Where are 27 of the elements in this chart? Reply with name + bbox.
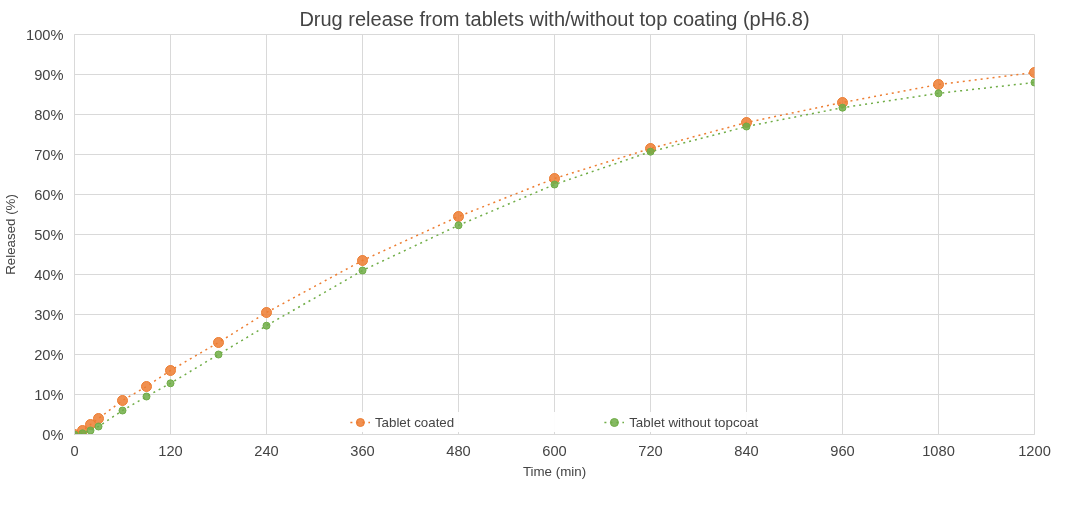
y-tick-label: 20% (34, 346, 64, 363)
y-tick-label: 80% (34, 106, 64, 123)
x-tick-label: 120 (158, 442, 183, 459)
y-tick-label: 90% (34, 66, 64, 83)
y-tick-label: 30% (34, 306, 64, 323)
y-tick-label: 40% (34, 266, 64, 283)
legend-label: Tablet without topcoat (629, 414, 759, 430)
legend-label: Tablet coated (374, 414, 455, 430)
x-tick-label: 480 (446, 442, 471, 459)
y-axis-title: Released (%) (3, 194, 19, 275)
y-tick-label: 0% (42, 426, 64, 443)
x-tick-label: 1080 (922, 442, 955, 459)
x-tick-label: 600 (542, 442, 567, 459)
x-axis-title: Time (min) (522, 463, 587, 479)
y-tick-label: 70% (34, 146, 64, 163)
y-tick-label: 10% (34, 386, 64, 403)
x-tick-label: 0 (70, 442, 79, 459)
x-tick-label: 960 (830, 442, 855, 459)
x-tick-label: 1200 (1018, 442, 1051, 459)
y-tick-label: 60% (34, 186, 64, 203)
chart-title: Drug release from tablets with/without top coating (pH6.8) (299, 7, 810, 30)
y-tick-label: 50% (34, 226, 64, 243)
x-tick-label: 360 (350, 442, 375, 459)
y-tick-label: 100% (26, 26, 64, 43)
x-tick-label: 240 (254, 442, 279, 459)
x-tick-label: 720 (638, 442, 663, 459)
x-tick-label: 840 (734, 442, 759, 459)
